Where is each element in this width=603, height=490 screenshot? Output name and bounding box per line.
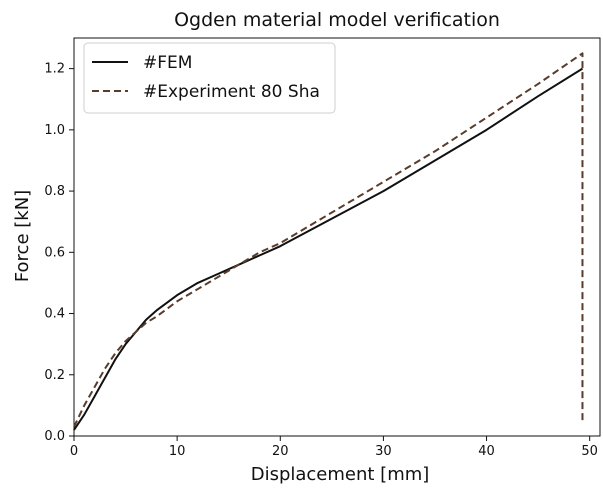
y-tick-label: 0.4	[44, 307, 65, 322]
plot-frame	[73, 37, 601, 437]
y-axis-label: Force [kN]	[12, 190, 33, 282]
x-tick-label: 50	[581, 444, 598, 459]
x-tick-label: 20	[272, 444, 289, 459]
y-tick-label: 1.2	[44, 62, 65, 77]
legend-label-experiment: #Experiment 80 Sha	[143, 82, 320, 102]
series-experiment-line	[73, 52, 584, 428]
legend: #FEM #Experiment 80 Sha	[83, 42, 336, 114]
plot-area: 0 10 20 30 40 50 0.0 0.2 0.4 0.6 0.8 1.0 1.2	[44, 37, 601, 459]
chart-title: Ogden material model verification	[174, 9, 500, 31]
legend-label-fem: #FEM	[143, 53, 192, 73]
y-tick-label: 0.6	[44, 245, 65, 260]
y-tick-label: 0.2	[44, 368, 65, 383]
x-tick-label: 40	[478, 444, 495, 459]
y-tick-label: 1.0	[44, 123, 65, 138]
x-tick-label: 10	[169, 444, 186, 459]
series-fem-line	[73, 67, 583, 431]
x-axis-label: Displacement [mm]	[251, 464, 430, 485]
y-tick-label: 0.0	[44, 429, 65, 444]
x-tick-label: 0	[70, 444, 78, 459]
legend-box	[83, 42, 336, 114]
y-tick-label: 0.8	[44, 184, 65, 199]
x-tick-label: 30	[375, 444, 392, 459]
